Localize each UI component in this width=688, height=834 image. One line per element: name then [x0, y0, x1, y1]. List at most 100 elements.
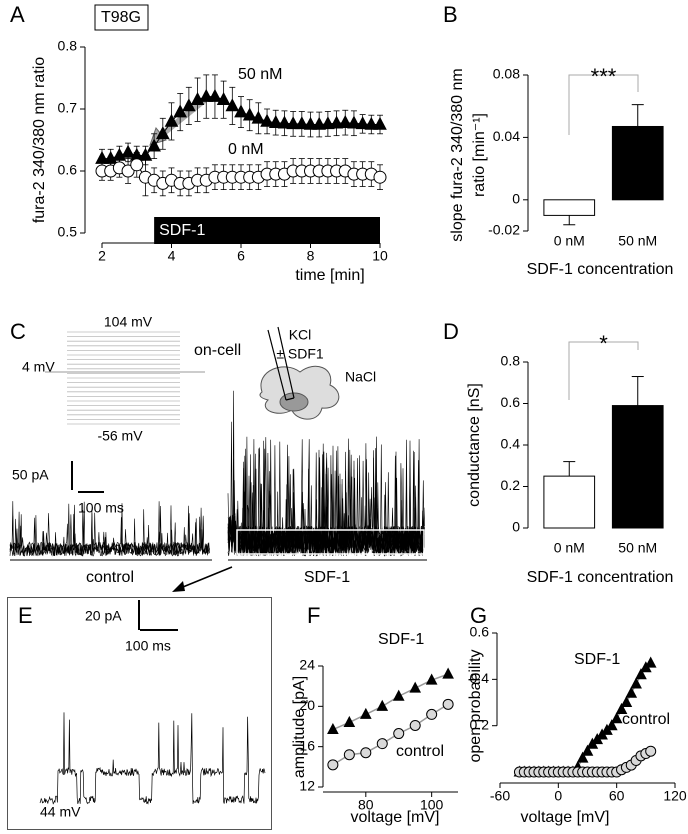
marker [251, 110, 266, 124]
marker [343, 749, 355, 761]
x-tick-label: 0 nM [554, 233, 585, 249]
marker [425, 673, 438, 685]
patch [279, 392, 309, 412]
marker [347, 115, 361, 129]
marker [327, 759, 339, 771]
marker [364, 116, 379, 130]
marker [121, 144, 135, 158]
x-axis-label: SDF-1 concentration [527, 261, 674, 278]
marker [409, 719, 421, 731]
panel-box [7, 597, 272, 830]
x-axis-label: voltage [mV] [521, 809, 610, 826]
scale-label: 50 pA [12, 467, 49, 483]
y-tick-label: 0.7 [58, 100, 78, 116]
y-tick-label: 24 [299, 657, 315, 673]
marker [605, 719, 618, 731]
setup-label: KCl [289, 327, 312, 343]
stimulus-label: SDF-1 [159, 222, 205, 239]
bar [543, 199, 596, 216]
marker [130, 158, 144, 172]
x-tick-label: 80 [358, 797, 374, 813]
scale-label: 100 ms [125, 638, 171, 654]
marker [409, 681, 422, 693]
panel-letter: F [307, 603, 320, 628]
y-tick-label: 0.6 [58, 162, 78, 178]
marker [373, 116, 387, 130]
x-tick-label: 6 [237, 248, 245, 264]
x-tick-label: 60 [609, 788, 625, 804]
protocol-label: -56 mV [97, 428, 143, 444]
marker [392, 689, 405, 701]
zoom-arrowhead [172, 581, 185, 592]
marker [312, 116, 327, 130]
tag-box [94, 4, 149, 31]
y-tick-label: 0.2 [470, 716, 490, 732]
x-axis-label: SDF-1 concentration [527, 569, 674, 586]
marker [199, 88, 214, 102]
x-tick-label: 50 nM [618, 540, 657, 556]
protocol-label: 4 mV [22, 359, 55, 375]
series-label: control [396, 743, 444, 760]
series-label: 0 nM [228, 141, 264, 158]
x-tick-label: -60 [490, 788, 510, 804]
panel-letter: A [10, 2, 25, 27]
x-tick-label: 50 nM [618, 233, 657, 249]
trace [39, 712, 266, 805]
marker [338, 114, 353, 128]
y-tick-label: -0.02 [488, 222, 520, 238]
marker [121, 164, 135, 178]
marker [294, 116, 309, 130]
marker [426, 708, 438, 720]
bar [611, 405, 664, 529]
marker [610, 712, 623, 724]
marker [615, 702, 628, 714]
scale-label: 100 ms [78, 500, 124, 516]
trace-label: control [86, 569, 134, 586]
y-tick-label: 20 [299, 697, 315, 713]
protocol-label: 104 mV [104, 314, 153, 330]
series-label: SDF-1 [574, 651, 620, 668]
series-label: SDF-1 [378, 631, 424, 648]
marker [620, 695, 633, 708]
marker [355, 116, 370, 130]
trace [227, 390, 425, 556]
marker [442, 698, 454, 710]
x-axis-label: time [min] [295, 267, 364, 284]
x-tick-label: 2 [98, 248, 106, 264]
y-tick-label: 0 [512, 519, 520, 535]
series-label: control [622, 711, 670, 728]
marker [303, 116, 318, 130]
marker [393, 728, 405, 740]
marker [376, 699, 389, 711]
voltage-label: 44 mV [40, 804, 81, 820]
trace [39, 712, 266, 805]
marker [635, 668, 647, 680]
setup-label: on-cell [194, 342, 241, 359]
y-tick-label: 16 [299, 737, 315, 753]
trace-label: SDF-1 [304, 569, 350, 586]
panel-letter: B [443, 2, 458, 27]
y-tick-label: 0.5 [58, 224, 78, 240]
protocol [67, 331, 180, 425]
marker [286, 116, 300, 130]
marker [147, 138, 161, 152]
bar [543, 475, 596, 529]
marker [208, 88, 222, 102]
marker [630, 677, 642, 689]
x-tick-label: 8 [307, 248, 315, 264]
marker [329, 115, 344, 129]
marker [268, 114, 283, 128]
marker [645, 745, 657, 757]
y-tick-label: 0.8 [501, 353, 521, 369]
scale-label: 20 pA [85, 608, 122, 624]
y-axis-label: ratio [min⁻¹] [471, 113, 488, 197]
y-axis-label: slope fura-2 340/380 nm [449, 68, 466, 241]
x-tick-label: 120 [663, 788, 687, 804]
x-tick-label: 4 [168, 248, 176, 264]
significance: * [599, 331, 608, 356]
marker [376, 738, 388, 750]
y-tick-label: 0 [512, 191, 520, 207]
bar [611, 125, 664, 201]
panel-letter: E [18, 603, 33, 628]
